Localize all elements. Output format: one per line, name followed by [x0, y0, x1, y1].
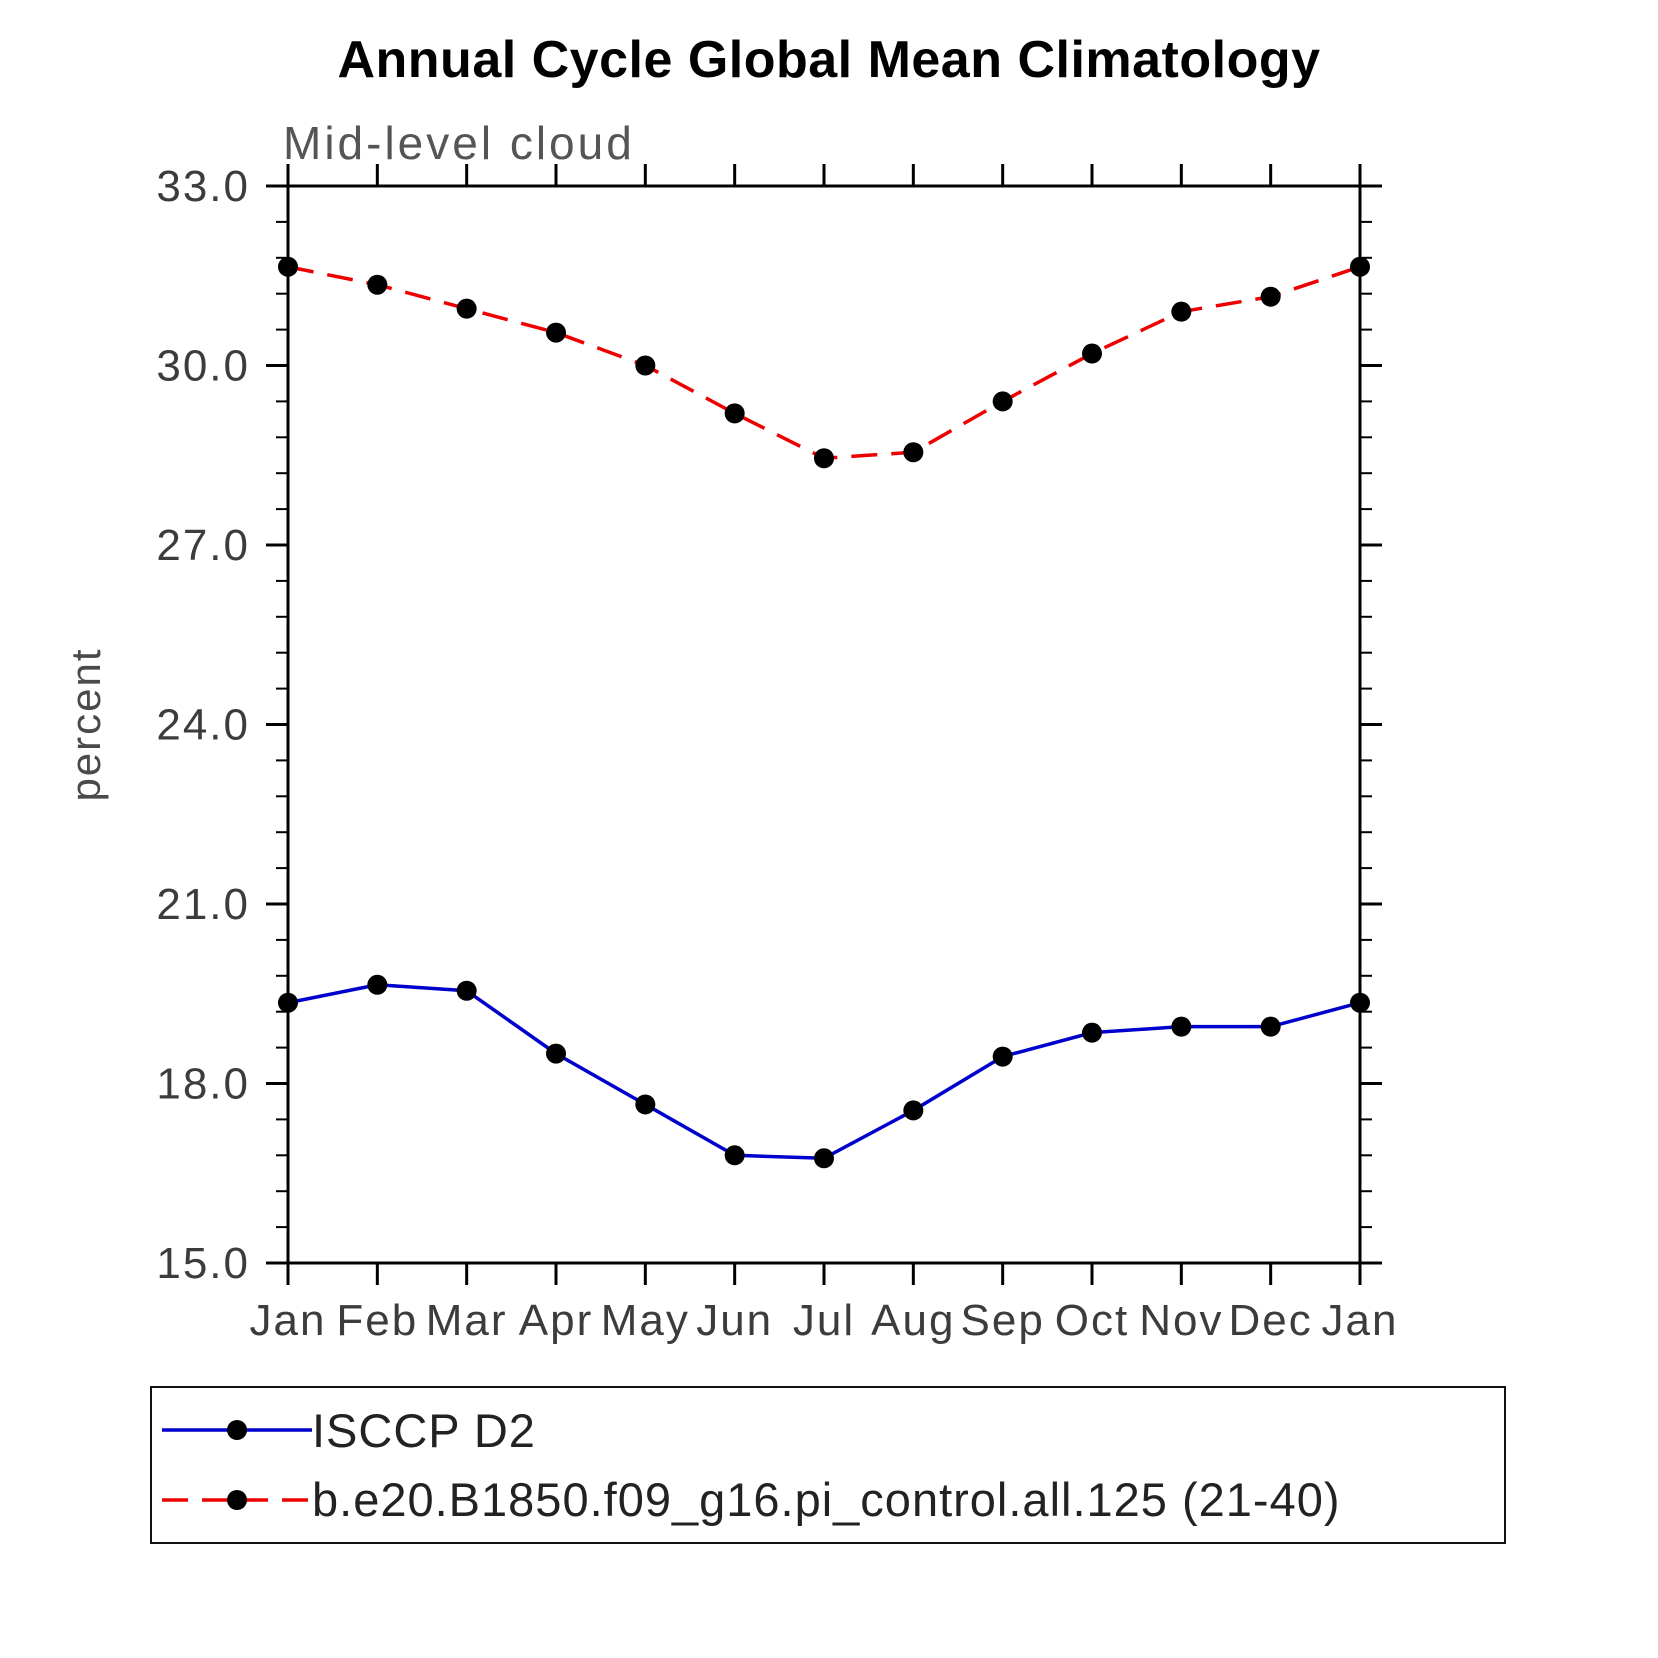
svg-text:Feb: Feb: [336, 1296, 418, 1345]
svg-text:Jul: Jul: [793, 1296, 855, 1345]
svg-text:Apr: Apr: [519, 1296, 593, 1345]
svg-text:30.0: 30.0: [156, 342, 250, 391]
chart-title: Annual Cycle Global Mean Climatology: [337, 31, 1321, 89]
svg-text:Sep: Sep: [961, 1296, 1045, 1345]
svg-text:Jan: Jan: [1322, 1296, 1399, 1345]
legend-line-dashed-icon: [162, 1489, 312, 1510]
svg-text:27.0: 27.0: [156, 521, 250, 570]
legend-label-model: b.e20.B1850.f09_g16.pi_control.all.125 (…: [312, 1473, 1341, 1527]
legend-label-isccp: ISCCP D2: [312, 1403, 536, 1457]
legend: ISCCP D2 b.e20.B1850.f09_g16.pi_control.…: [150, 1386, 1506, 1544]
svg-text:Dec: Dec: [1229, 1296, 1313, 1345]
svg-text:percent: percent: [62, 647, 109, 801]
svg-text:21.0: 21.0: [156, 880, 250, 929]
svg-text:Aug: Aug: [871, 1296, 955, 1345]
chart-subtitle: Mid-level cloud: [283, 117, 635, 169]
svg-text:18.0: 18.0: [156, 1060, 250, 1109]
svg-text:Mar: Mar: [426, 1296, 508, 1345]
svg-text:33.0: 33.0: [156, 162, 250, 211]
legend-line-solid-icon: [162, 1420, 312, 1441]
svg-text:Jun: Jun: [696, 1296, 773, 1345]
svg-text:Oct: Oct: [1055, 1296, 1129, 1345]
svg-text:15.0: 15.0: [156, 1239, 250, 1288]
svg-text:Nov: Nov: [1139, 1296, 1223, 1345]
legend-row-model: b.e20.B1850.f09_g16.pi_control.all.125 (…: [162, 1472, 1504, 1527]
legend-row-isccp: ISCCP D2: [162, 1403, 1504, 1458]
svg-text:24.0: 24.0: [156, 701, 250, 750]
svg-text:Jan: Jan: [250, 1296, 327, 1345]
svg-text:May: May: [601, 1296, 690, 1345]
